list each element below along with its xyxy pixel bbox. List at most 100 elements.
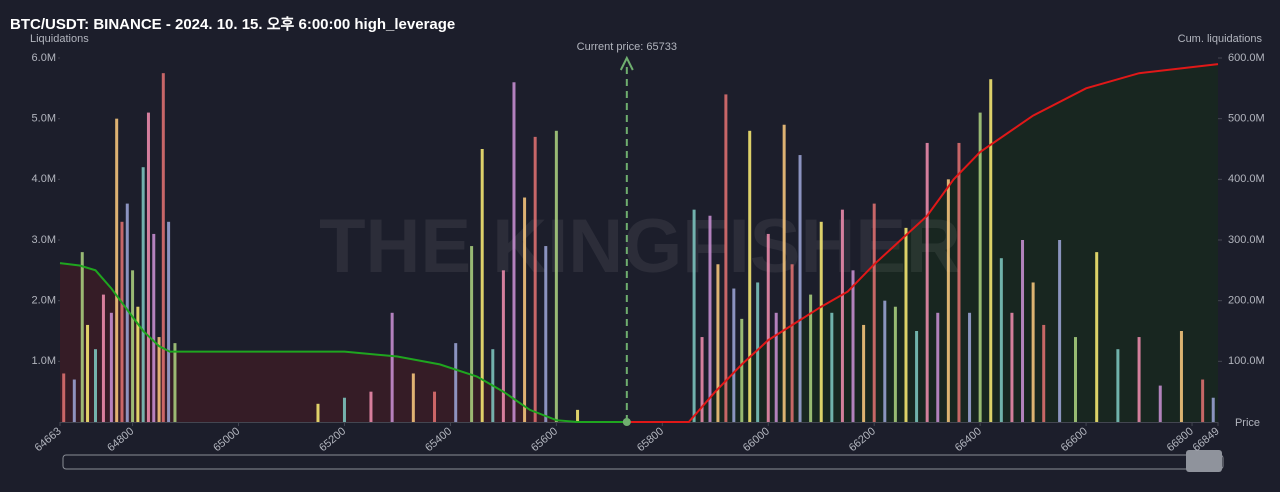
liquidation-bar — [978, 112, 982, 422]
liquidation-bar — [523, 197, 527, 422]
cumulative-line — [626, 63, 1219, 423]
liquidation-bar — [692, 209, 696, 422]
y-tick-label: 5.0M — [32, 113, 56, 125]
y2-tick-label: 400.0M — [1228, 173, 1265, 185]
liquidation-bar — [101, 294, 105, 422]
current-price-dot — [622, 418, 631, 426]
y2-tick-label: 600.0M — [1228, 52, 1265, 64]
liquidation-bar — [86, 324, 90, 422]
liquidation-bar — [470, 246, 474, 422]
y2-tick-label: 100.0M — [1228, 355, 1265, 367]
liquidation-bar — [125, 203, 129, 422]
liquidation-bar — [819, 221, 823, 422]
liquidation-bar — [830, 312, 834, 422]
liquidation-bar — [109, 312, 113, 422]
liquidation-bar — [136, 306, 140, 422]
liquidation-bar — [1116, 349, 1120, 422]
liquidation-bar — [501, 270, 505, 422]
y-axis-label: Liquidations — [30, 33, 89, 45]
liquidation-bar — [1095, 252, 1099, 422]
liquidation-bar — [1042, 324, 1046, 422]
liquidation-bar — [893, 306, 897, 422]
x-tick-label: 66600 — [1059, 425, 1090, 454]
liquidation-bar — [433, 391, 437, 422]
liquidation-bar — [152, 233, 156, 422]
liquidation-bar — [766, 233, 770, 422]
liquidation-bar — [740, 318, 744, 422]
liquidation-bar — [1010, 312, 1014, 422]
liquidation-bar — [93, 349, 97, 422]
liquidation-bar — [748, 130, 752, 423]
liquidation-bar — [774, 312, 778, 422]
liquidation-bar — [840, 209, 844, 422]
liquidation-bar — [1021, 240, 1025, 422]
liquidation-bar — [872, 203, 876, 422]
liquidation-bar — [390, 312, 394, 422]
current-price-arrow — [619, 55, 634, 71]
x-tick-label: 65400 — [423, 425, 454, 454]
scroll-handle[interactable] — [1186, 450, 1222, 472]
liquidation-bar — [512, 82, 516, 423]
y-tick-label: 4.0M — [32, 173, 56, 185]
liquidation-bar — [925, 142, 929, 422]
liquidation-bar — [851, 270, 855, 422]
liquidation-bar — [533, 136, 537, 422]
x-tick-label: 66400 — [953, 425, 984, 454]
liquidation-bar — [80, 252, 84, 422]
liquidation-bar — [798, 155, 802, 423]
y2-tick-label: 500.0M — [1228, 113, 1265, 125]
liquidation-bar — [904, 227, 908, 422]
cumulative-area — [626, 64, 1218, 422]
liquidation-bar — [1201, 379, 1205, 422]
liquidation-bar — [1058, 240, 1062, 422]
x-tick-label: 66800 — [1165, 425, 1196, 454]
liquidation-bar — [62, 373, 66, 422]
x-tick-label: 66000 — [741, 425, 772, 454]
y-tick-label: 2.0M — [32, 295, 56, 307]
liquidation-bar — [809, 294, 813, 422]
x-tick-label: 65000 — [211, 425, 242, 454]
liquidation-bar — [1179, 331, 1183, 422]
liquidation-bar — [480, 149, 484, 422]
liquidation-bar — [1074, 337, 1078, 422]
x-tick-label: 64800 — [105, 425, 136, 454]
liquidation-bar — [131, 270, 135, 422]
liquidation-bar — [708, 215, 712, 422]
liquidation-bar — [946, 179, 950, 422]
liquidation-bar — [862, 324, 866, 422]
liquidation-bar — [167, 221, 171, 422]
liquidation-bar — [716, 264, 720, 422]
liquidation-bar — [968, 312, 972, 422]
x-tick-label: 64663 — [33, 425, 64, 454]
liquidation-bar — [883, 300, 887, 422]
liquidation-bar — [72, 379, 76, 422]
liquidation-bar — [756, 282, 760, 422]
y-tick-label: 6.0M — [32, 52, 56, 64]
liquidation-bar — [316, 403, 320, 422]
current-price-label: Current price: 65733 — [577, 41, 677, 53]
x-tick-label: 65600 — [529, 425, 560, 454]
liquidation-bar — [115, 118, 119, 423]
y2-tick-label: 300.0M — [1228, 234, 1265, 246]
cumulative-line — [59, 262, 627, 423]
liquidation-bar — [454, 343, 458, 422]
liquidation-bar — [957, 142, 961, 422]
liquidation-bar — [554, 130, 558, 423]
liquidation-bar — [1211, 397, 1215, 422]
x-tick-label: 65800 — [635, 425, 666, 454]
liquidation-bar — [936, 312, 940, 422]
x-tick-label: 66200 — [847, 425, 878, 454]
liquidation-bar — [732, 288, 736, 422]
liquidation-bar — [576, 409, 580, 422]
x-tick-label: 66849 — [1191, 425, 1222, 454]
y2-axis-label: Cum. liquidations — [1178, 33, 1263, 45]
liquidation-bar — [724, 94, 728, 423]
liquidation-bar — [411, 373, 415, 422]
x-axis-label: Price — [1235, 417, 1260, 429]
liquidation-bar — [700, 337, 704, 422]
liquidation-bar — [1158, 385, 1162, 422]
liquidation-bar — [157, 337, 161, 422]
liquidation-bar — [173, 343, 177, 422]
scrollbar[interactable] — [62, 454, 1224, 470]
y-tick-label: 1.0M — [32, 355, 56, 367]
